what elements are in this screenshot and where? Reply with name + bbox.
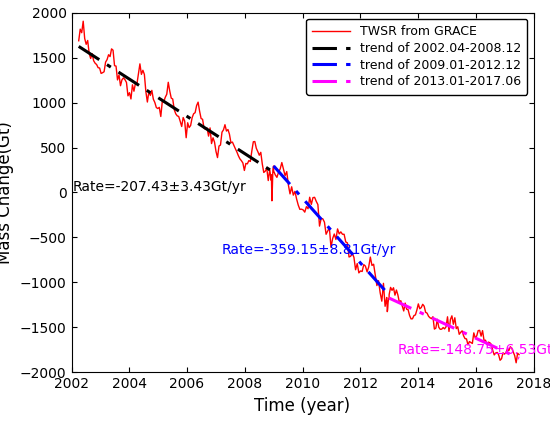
TWSR from GRACE xyxy=(420,302,426,307)
Text: Rate=-359.15±8.81Gt/yr: Rate=-359.15±8.81Gt/yr xyxy=(222,244,396,258)
TWSR from GRACE xyxy=(386,297,392,302)
TWSR from GRACE xyxy=(80,19,86,24)
Line: trend of 2002.04-2008.12: trend of 2002.04-2008.12 xyxy=(79,47,271,171)
Legend: TWSR from GRACE, trend of 2002.04-2008.12, trend of 2009.01-2012.12, trend of 20: TWSR from GRACE, trend of 2002.04-2008.1… xyxy=(306,19,527,95)
Line: trend of 2009.01-2012.12: trend of 2009.01-2012.12 xyxy=(274,166,387,292)
Text: Rate=-148.75±6.53Gt/yr: Rate=-148.75±6.53Gt/yr xyxy=(398,343,550,357)
TWSR from GRACE xyxy=(485,340,492,345)
trend of 2013.01-2017.06 xyxy=(516,356,522,361)
trend of 2009.01-2012.12 xyxy=(271,163,277,168)
Y-axis label: Mass Change(Gt): Mass Change(Gt) xyxy=(0,121,14,264)
Text: Rate=-207.43±3.43Gt/yr: Rate=-207.43±3.43Gt/yr xyxy=(73,180,247,194)
trend of 2002.04-2008.12 xyxy=(75,44,82,49)
TWSR from GRACE xyxy=(90,58,97,63)
TWSR from GRACE xyxy=(202,126,209,132)
TWSR from GRACE xyxy=(75,38,82,43)
trend of 2013.01-2017.06 xyxy=(386,296,393,301)
X-axis label: Time (year): Time (year) xyxy=(255,397,350,415)
TWSR from GRACE xyxy=(516,352,522,357)
trend of 2009.01-2012.12 xyxy=(383,290,390,295)
TWSR from GRACE xyxy=(513,360,519,365)
Line: trend of 2013.01-2017.06: trend of 2013.01-2017.06 xyxy=(389,298,519,358)
TWSR from GRACE xyxy=(224,127,231,132)
Line: TWSR from GRACE: TWSR from GRACE xyxy=(79,21,519,363)
trend of 2002.04-2008.12 xyxy=(268,168,274,173)
